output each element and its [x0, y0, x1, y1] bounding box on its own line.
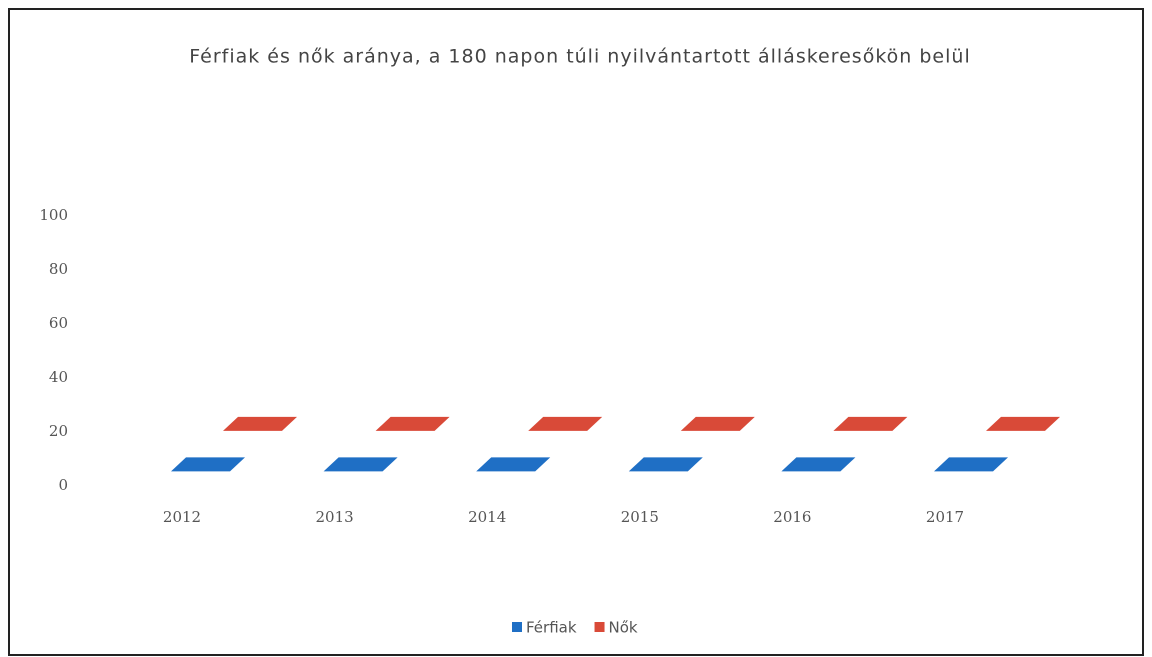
- legend-label: Férfiak: [526, 619, 577, 637]
- x-tick-label: 2013: [316, 508, 354, 526]
- y-tick-label: 40: [49, 368, 68, 386]
- bar: [833, 416, 908, 431]
- bar: [781, 457, 856, 472]
- x-tick-label: 2014: [468, 508, 506, 526]
- bar: [171, 457, 245, 472]
- y-tick-label: 80: [49, 260, 68, 278]
- y-tick-label: 60: [49, 314, 68, 332]
- x-tick-label: 2016: [773, 508, 811, 526]
- y-tick-label: 100: [39, 206, 68, 224]
- bar: [986, 416, 1060, 431]
- y-tick-label: 0: [58, 476, 68, 494]
- legend-label: Nők: [609, 619, 638, 637]
- legend-swatch: [594, 622, 605, 632]
- bar: [934, 457, 1008, 472]
- bar: [680, 416, 755, 431]
- y-tick-label: 20: [49, 422, 68, 440]
- chart-frame: [8, 8, 1144, 656]
- bar: [323, 457, 398, 472]
- bar: [628, 457, 703, 472]
- x-tick-label: 2017: [926, 508, 964, 526]
- bar: [223, 416, 297, 431]
- bar: [528, 416, 603, 431]
- chart-title: Férfiak és nők aránya, a 180 napon túli …: [189, 46, 970, 68]
- x-tick-label: 2012: [163, 508, 201, 526]
- legend-swatch: [512, 622, 522, 632]
- bar: [476, 457, 551, 472]
- x-tick-label: 2015: [621, 508, 659, 526]
- bar: [375, 416, 450, 431]
